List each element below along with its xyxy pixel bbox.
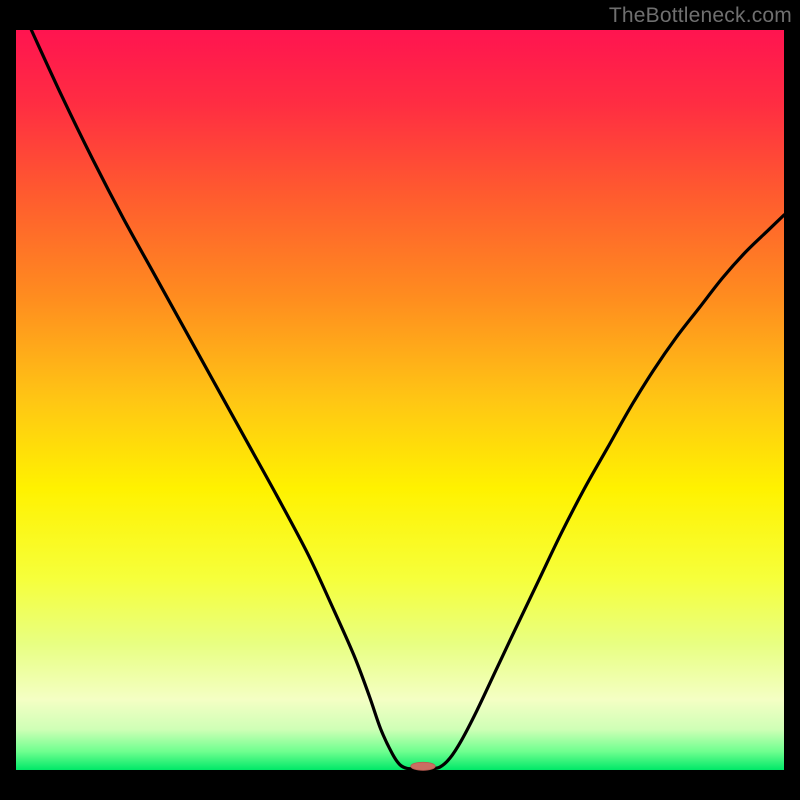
watermark-text: TheBottleneck.com: [609, 4, 792, 28]
plot-background: [16, 30, 784, 770]
chart-container: TheBottleneck.com: [0, 0, 800, 800]
bottleneck-curve-chart: [0, 0, 800, 800]
optimal-point-marker: [411, 762, 436, 770]
